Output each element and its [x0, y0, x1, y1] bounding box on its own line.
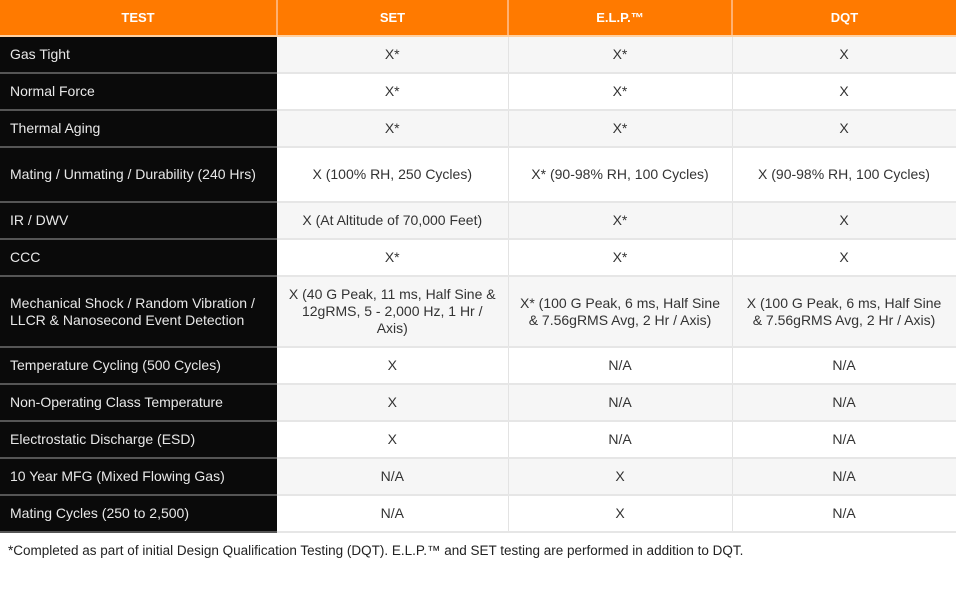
cell-dqt: N/A	[732, 421, 956, 459]
cell-elp: X*	[508, 36, 733, 74]
cell-set: X*	[277, 239, 509, 277]
test-comparison-table: TEST SET E.L.P.™ DQT Gas Tight X* X* X Norma…	[0, 0, 956, 533]
cell-set: X*	[277, 73, 509, 111]
table-row: CCC X* X* X	[0, 239, 956, 277]
cell-test: CCC	[0, 239, 277, 277]
table-row: Mating Cycles (250 to 2,500) N/A X N/A	[0, 495, 956, 533]
table-row: Mating / Unmating / Durability (240 Hrs)…	[0, 147, 956, 203]
cell-elp: X* (100 G Peak, 6 ms, Half Sine & 7.56gR…	[508, 276, 733, 348]
cell-dqt: N/A	[732, 458, 956, 496]
cell-dqt: X	[732, 73, 956, 111]
cell-set: X (40 G Peak, 11 ms, Half Sine & 12gRMS,…	[277, 276, 509, 348]
table-row: Non-Operating Class Temperature X N/A N/A	[0, 384, 956, 422]
cell-test: Mating / Unmating / Durability (240 Hrs)	[0, 147, 277, 203]
header-set: SET	[277, 0, 509, 37]
cell-test: Mechanical Shock / Random Vibration / LL…	[0, 276, 277, 348]
table-row: Temperature Cycling (500 Cycles) X N/A N/A	[0, 347, 956, 385]
cell-test: Non-Operating Class Temperature	[0, 384, 277, 422]
cell-dqt: X	[732, 239, 956, 277]
cell-dqt: X (90-98% RH, 100 Cycles)	[732, 147, 956, 203]
cell-set: X (100% RH, 250 Cycles)	[277, 147, 509, 203]
table-row: Mechanical Shock / Random Vibration / LL…	[0, 276, 956, 348]
cell-elp: N/A	[508, 347, 733, 385]
cell-elp: X* (90-98% RH, 100 Cycles)	[508, 147, 733, 203]
cell-elp: X*	[508, 202, 733, 240]
cell-elp: X*	[508, 73, 733, 111]
footnote: *Completed as part of initial Design Qua…	[8, 543, 744, 558]
cell-set: X (At Altitude of 70,000 Feet)	[277, 202, 509, 240]
cell-set: X*	[277, 36, 509, 74]
cell-dqt: X (100 G Peak, 6 ms, Half Sine & 7.56gRM…	[732, 276, 956, 348]
cell-elp: X	[508, 458, 733, 496]
cell-dqt: N/A	[732, 495, 956, 533]
cell-elp: X	[508, 495, 733, 533]
cell-set: N/A	[277, 495, 509, 533]
cell-test: IR / DWV	[0, 202, 277, 240]
header-elp: E.L.P.™	[508, 0, 733, 37]
header-dqt: DQT	[732, 0, 956, 37]
header-test: TEST	[0, 0, 278, 37]
cell-dqt: X	[732, 110, 956, 148]
cell-test: Electrostatic Discharge (ESD)	[0, 421, 277, 459]
cell-elp: N/A	[508, 421, 733, 459]
cell-dqt: X	[732, 36, 956, 74]
cell-elp: X*	[508, 239, 733, 277]
cell-test: Temperature Cycling (500 Cycles)	[0, 347, 277, 385]
table-row: Thermal Aging X* X* X	[0, 110, 956, 148]
cell-dqt: N/A	[732, 347, 956, 385]
table-row: Electrostatic Discharge (ESD) X N/A N/A	[0, 421, 956, 459]
cell-test: Normal Force	[0, 73, 277, 111]
table-row: IR / DWV X (At Altitude of 70,000 Feet) X*…	[0, 202, 956, 240]
table-row: Normal Force X* X* X	[0, 73, 956, 111]
header-row: TEST SET E.L.P.™ DQT	[0, 0, 956, 37]
table-row: Gas Tight X* X* X	[0, 36, 956, 74]
cell-set: N/A	[277, 458, 509, 496]
cell-dqt: N/A	[732, 384, 956, 422]
cell-set: X	[277, 421, 509, 459]
cell-elp: X*	[508, 110, 733, 148]
cell-set: X*	[277, 110, 509, 148]
cell-set: X	[277, 384, 509, 422]
cell-test: Thermal Aging	[0, 110, 277, 148]
cell-test: Mating Cycles (250 to 2,500)	[0, 495, 277, 533]
table-row: 10 Year MFG (Mixed Flowing Gas) N/A X N/A	[0, 458, 956, 496]
cell-elp: N/A	[508, 384, 733, 422]
cell-dqt: X	[732, 202, 956, 240]
cell-test: 10 Year MFG (Mixed Flowing Gas)	[0, 458, 277, 496]
cell-set: X	[277, 347, 509, 385]
cell-test: Gas Tight	[0, 36, 277, 74]
